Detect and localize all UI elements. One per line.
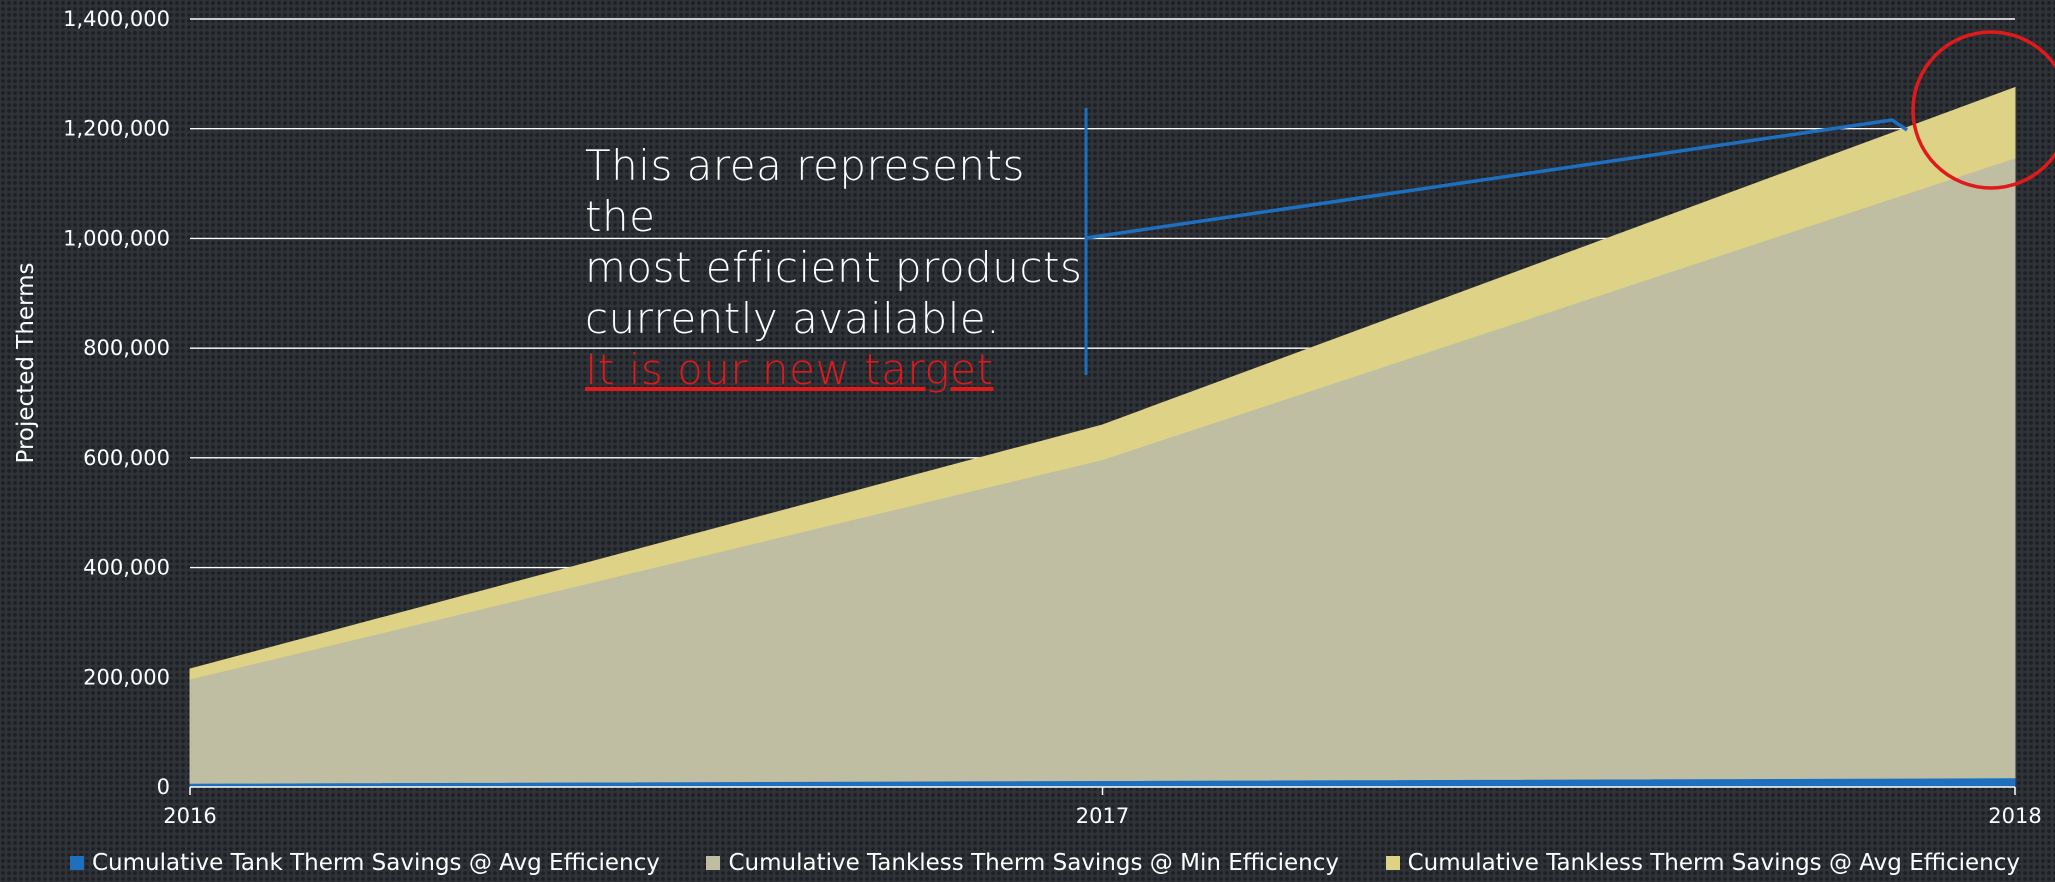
legend-swatch-tankless-avg bbox=[1385, 856, 1400, 870]
x-tick-label: 2017 bbox=[1076, 804, 1129, 828]
legend-item-tankless-avg: Cumulative Tankless Therm Savings @ Avg … bbox=[1385, 850, 2020, 876]
legend-label-tankless-min: Cumulative Tankless Therm Savings @ Min … bbox=[728, 850, 1340, 876]
legend-item-tank-avg: Cumulative Tank Therm Savings @ Avg Effi… bbox=[70, 850, 660, 876]
y-axis-label: Projected Therms bbox=[13, 263, 39, 464]
annotation-callout bbox=[1084, 30, 2055, 375]
legend-swatch-tank-avg bbox=[70, 856, 84, 870]
y-tick-label: 1,400,000 bbox=[63, 7, 170, 31]
y-tick-label: 800,000 bbox=[83, 336, 170, 360]
y-tick-label: 200,000 bbox=[83, 665, 170, 689]
annotation-connector-line bbox=[1085, 118, 1908, 240]
target-highlight-circle bbox=[1911, 30, 2055, 190]
chart-areas bbox=[189, 86, 2016, 788]
annotation-line-1: This area represents the bbox=[585, 141, 1025, 241]
y-tick-label: 600,000 bbox=[83, 446, 170, 470]
x-tick-label: 2016 bbox=[163, 804, 216, 828]
legend-label-tankless-avg: Cumulative Tankless Therm Savings @ Avg … bbox=[1407, 850, 2020, 876]
legend-swatch-tankless-min bbox=[706, 856, 721, 870]
legend-label-tank-avg: Cumulative Tank Therm Savings @ Avg Effi… bbox=[92, 850, 660, 876]
annotation-line-2: most efficient products bbox=[585, 243, 1083, 292]
legend-item-tankless-min: Cumulative Tankless Therm Savings @ Min … bbox=[706, 850, 1339, 876]
x-tick-labels: 2016 2017 2018 bbox=[163, 804, 2041, 828]
axes bbox=[189, 786, 2016, 795]
y-tick-label: 1,000,000 bbox=[63, 226, 170, 250]
y-tick-labels: 0 200,000 400,000 600,000 800,000 1,000,000 1,… bbox=[63, 7, 170, 799]
annotation-line-3: currently available. bbox=[585, 294, 1001, 343]
x-tick-label: 2018 bbox=[1988, 804, 2041, 828]
legend: Cumulative Tank Therm Savings @ Avg Effi… bbox=[70, 850, 2020, 876]
y-tick-label: 1,200,000 bbox=[63, 117, 170, 141]
y-tick-label: 400,000 bbox=[83, 556, 170, 580]
y-tick-label: 0 bbox=[157, 775, 170, 799]
annotation-text: This area represents the most efficient … bbox=[585, 140, 1105, 395]
annotation-target-link[interactable]: It is our new target bbox=[585, 345, 994, 394]
